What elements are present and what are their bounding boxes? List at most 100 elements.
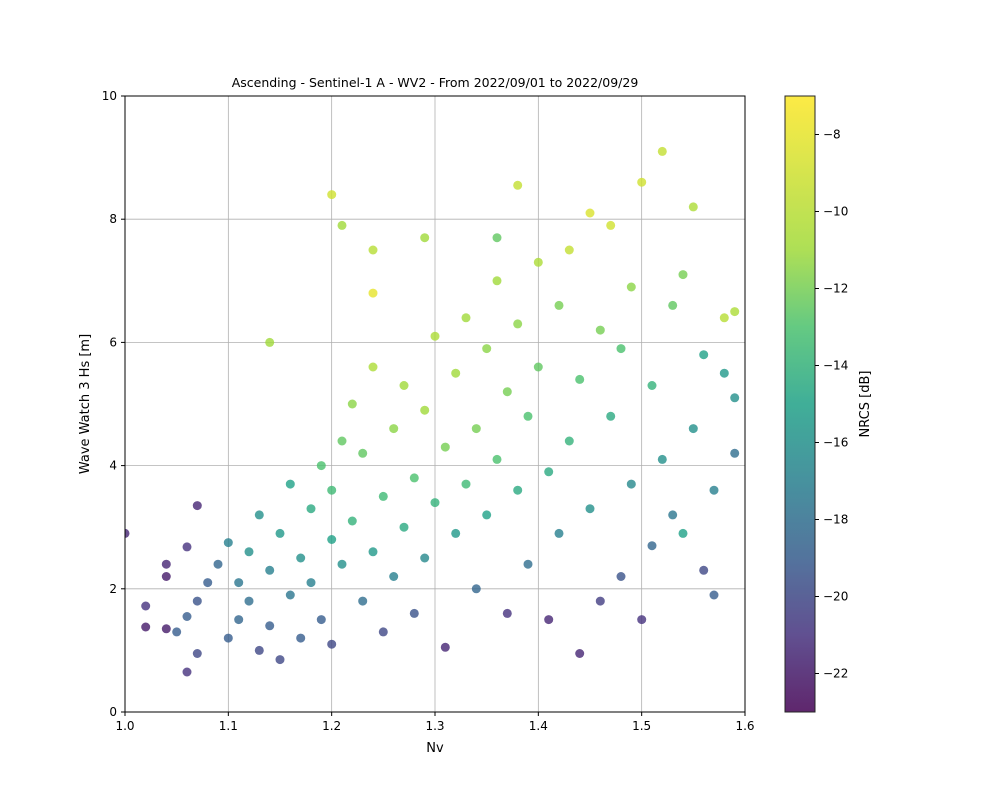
data-point (327, 190, 337, 200)
colorbar-tick-label: −14 (823, 359, 848, 373)
data-point (461, 479, 471, 489)
data-point (471, 424, 481, 434)
data-point (327, 535, 337, 544)
data-point (533, 362, 543, 372)
data-point (327, 485, 337, 495)
data-point (409, 608, 419, 618)
colorbar (784, 95, 816, 713)
data-point (244, 547, 254, 557)
data-point (265, 337, 275, 347)
data-point (730, 393, 740, 403)
data-point (626, 479, 636, 489)
y-tick-label: 10 (102, 89, 117, 103)
data-point (265, 621, 275, 631)
data-point (554, 528, 564, 538)
data-point (192, 649, 202, 658)
data-point (719, 368, 729, 378)
data-point (378, 491, 388, 501)
data-point (492, 276, 502, 286)
data-point (182, 542, 192, 552)
colorbar-tick-label: −18 (823, 513, 848, 527)
data-point (533, 257, 543, 267)
data-point (182, 612, 192, 621)
data-point (234, 615, 244, 625)
data-point (368, 288, 378, 298)
data-point (347, 399, 357, 409)
data-point (513, 485, 523, 495)
data-point (688, 202, 698, 212)
data-point (368, 547, 378, 557)
data-point (492, 454, 502, 464)
data-point (203, 578, 213, 588)
data-point (430, 331, 440, 341)
data-point (306, 578, 316, 588)
data-point (399, 381, 409, 390)
y-tick-label: 6 (109, 335, 117, 349)
data-point (544, 615, 554, 625)
x-tick-label: 1.1 (219, 719, 238, 733)
data-point (254, 645, 264, 655)
data-point (585, 504, 595, 514)
data-point (575, 374, 585, 384)
data-point (668, 510, 678, 520)
data-point (678, 270, 688, 280)
data-point (275, 655, 285, 665)
data-point (337, 220, 347, 230)
data-point (420, 553, 430, 563)
data-point (647, 381, 657, 390)
data-point (285, 590, 295, 600)
data-point (358, 596, 368, 606)
data-point (523, 559, 533, 569)
data-point (316, 615, 326, 625)
data-point (378, 627, 388, 637)
data-point (688, 424, 698, 434)
data-point (637, 177, 647, 187)
data-point (420, 233, 430, 243)
data-point (141, 601, 151, 611)
data-point (125, 528, 130, 538)
data-point (564, 436, 574, 446)
data-point (554, 300, 564, 310)
data-point (575, 649, 585, 658)
data-point (451, 528, 461, 538)
data-point (440, 442, 450, 452)
data-point (389, 424, 399, 434)
data-point (192, 596, 202, 606)
data-point (637, 615, 647, 625)
data-point (523, 411, 533, 421)
y-tick-label: 8 (109, 212, 117, 226)
data-point (368, 245, 378, 255)
data-point (668, 300, 678, 310)
grid-lines (124, 95, 746, 713)
data-point (430, 498, 440, 508)
data-point (606, 220, 616, 230)
colorbar-label: NRCS [dB] (858, 371, 873, 438)
x-tick-label: 1.0 (115, 719, 134, 733)
data-point (161, 572, 171, 581)
data-point (616, 344, 626, 354)
data-point (461, 313, 471, 323)
x-tick-label: 1.3 (425, 719, 444, 733)
data-point (172, 627, 182, 637)
data-point (254, 510, 264, 520)
data-point (223, 633, 233, 643)
data-point (306, 504, 316, 514)
data-point (399, 522, 409, 532)
data-point (337, 559, 347, 569)
data-point (368, 362, 378, 372)
data-point (358, 448, 368, 458)
data-point (296, 633, 306, 643)
chart-title: Ascending - Sentinel-1 A - WV2 - From 20… (232, 75, 639, 90)
x-tick-label: 1.4 (529, 719, 548, 733)
data-point (730, 448, 740, 458)
colorbar-tick-label: −12 (823, 282, 848, 296)
data-point (595, 325, 605, 335)
colorbar-ticks: −22 −20 −18 −16 −14 −12 −10 −8 (815, 128, 848, 681)
data-point (213, 559, 223, 569)
data-point (678, 528, 688, 538)
data-point (316, 461, 326, 471)
data-point (606, 411, 616, 421)
data-point (161, 624, 171, 634)
y-tick-label: 2 (109, 582, 117, 596)
data-point (244, 596, 254, 606)
